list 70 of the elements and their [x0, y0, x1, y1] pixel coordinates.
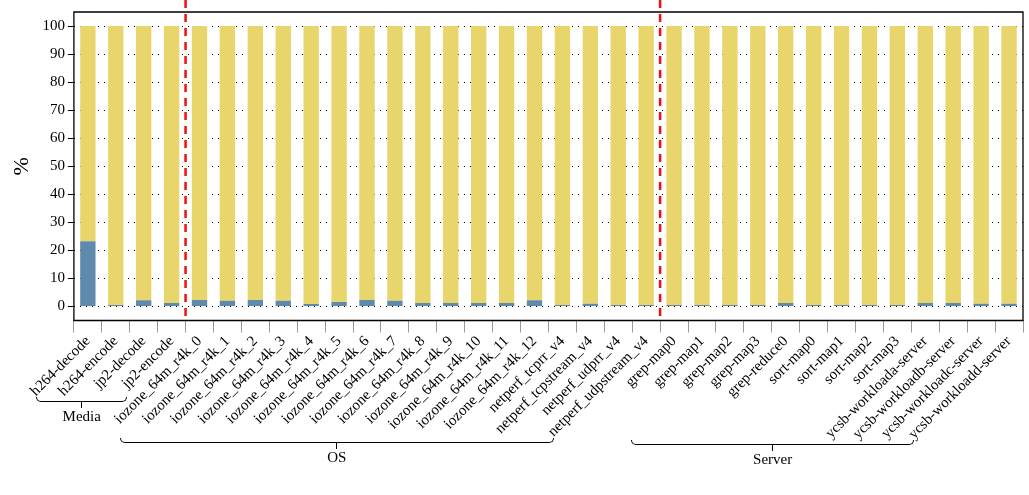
bar: [387, 300, 403, 306]
bar: [80, 26, 96, 242]
y-tick-label: 20: [49, 241, 65, 258]
bar: [275, 26, 291, 301]
bar: [582, 26, 598, 304]
bar: [778, 303, 794, 306]
bar: [247, 300, 264, 306]
text: Media: [62, 408, 101, 426]
bar: [973, 26, 989, 304]
bar: [945, 26, 961, 304]
y-tick-label: 80: [49, 73, 65, 90]
bar: [108, 26, 124, 306]
bar: [303, 26, 319, 304]
bar: [722, 26, 738, 306]
y-tick-label: 30: [49, 213, 65, 230]
bar: [136, 300, 152, 306]
bar: [331, 301, 347, 306]
bar: [638, 26, 654, 306]
y-tick-label: 60: [49, 129, 65, 146]
bar: [387, 26, 403, 301]
y-tick-label: 70: [49, 101, 65, 118]
bar: [331, 26, 347, 302]
bar: [498, 303, 515, 306]
bar: [917, 303, 933, 306]
bar: [359, 300, 375, 306]
bar: [303, 303, 319, 306]
bar: [275, 300, 291, 306]
bar: [945, 303, 961, 306]
bar: [470, 26, 487, 304]
bar: [163, 26, 180, 304]
bar: [917, 26, 933, 304]
bar: [778, 26, 794, 304]
y-tick-label: 90: [49, 45, 65, 61]
bar: [833, 26, 850, 306]
bar: [889, 26, 906, 306]
bar: [247, 26, 264, 301]
bar: [443, 303, 459, 306]
bar: [805, 26, 822, 306]
bar: [610, 26, 626, 306]
y-tick-label: 0: [57, 297, 65, 314]
bar: [526, 26, 543, 301]
y-tick-label: 40: [49, 185, 65, 202]
bar: [554, 26, 571, 306]
bar: [973, 303, 989, 306]
bar: [694, 26, 710, 306]
bar: [750, 26, 766, 306]
y-tick-label: 50: [49, 157, 65, 174]
bar: [219, 300, 236, 306]
bar: [191, 26, 208, 301]
bar: [1001, 303, 1017, 306]
bar: [136, 26, 152, 301]
y-tick-label: 100: [42, 16, 65, 33]
y-axis-title: %: [7, 157, 33, 176]
bar: [163, 303, 180, 306]
bar: [861, 26, 878, 306]
bar: [443, 26, 459, 304]
bar: [359, 26, 375, 301]
y-tick-label: 10: [49, 269, 65, 286]
text: OS: [327, 448, 347, 466]
bar: [415, 26, 431, 304]
bar: [80, 241, 96, 306]
bar: [526, 300, 543, 306]
bar: [191, 300, 208, 306]
bar: [219, 26, 236, 301]
bar: [498, 26, 515, 304]
bar: [415, 303, 431, 306]
text: Server: [753, 451, 793, 469]
bar: [470, 303, 487, 306]
bar: [1001, 26, 1017, 304]
bar: [666, 26, 682, 306]
